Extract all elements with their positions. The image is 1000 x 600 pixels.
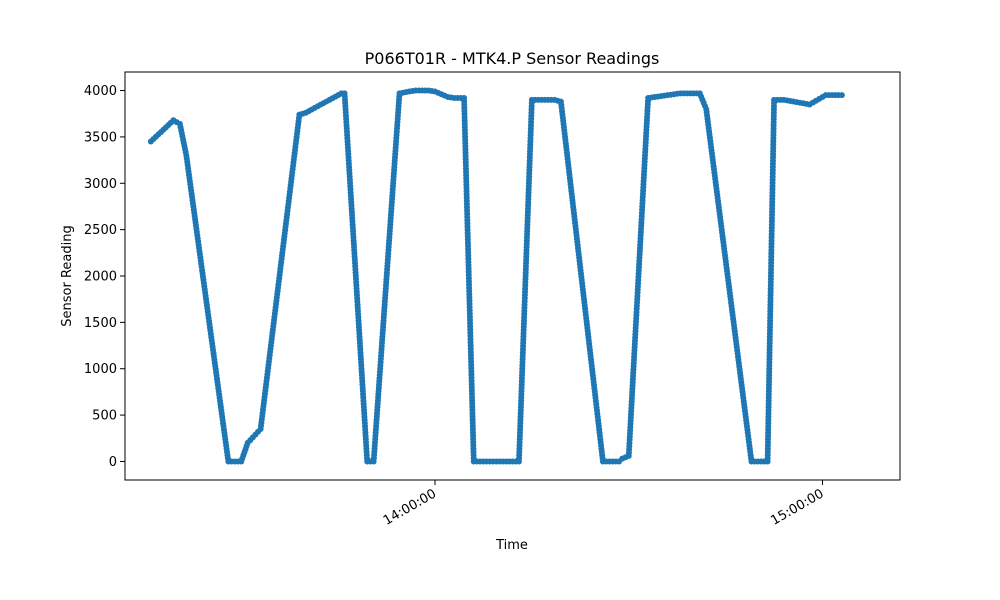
y-tick-label: 3500 xyxy=(84,130,117,145)
x-tick-label: 15:00:00 xyxy=(768,486,826,528)
y-axis: 0 500 1000 1500 2000 2500 3000 3500 4000 xyxy=(84,84,125,470)
series-line xyxy=(150,89,842,463)
axes-frame xyxy=(124,71,901,481)
y-tick-label: 3000 xyxy=(84,177,117,192)
y-tick-label: 1000 xyxy=(84,362,117,377)
y-tick-label: 2500 xyxy=(84,223,117,238)
plot-area xyxy=(147,87,845,465)
x-axis-label: Time xyxy=(495,538,528,553)
data-point xyxy=(838,92,845,99)
y-tick-label: 500 xyxy=(92,409,117,424)
y-axis-label: Sensor Reading xyxy=(60,225,75,326)
y-tick-label: 2000 xyxy=(84,270,117,285)
y-tick-label: 0 xyxy=(109,455,117,470)
x-tick-label: 14:00:00 xyxy=(381,486,439,528)
x-axis: 14:00:00 15:00:00 xyxy=(381,480,827,529)
chart-title: P066T01R - MTK4.P Sensor Readings xyxy=(365,49,660,68)
y-tick-label: 1500 xyxy=(84,316,117,331)
y-tick-label: 4000 xyxy=(84,84,117,99)
